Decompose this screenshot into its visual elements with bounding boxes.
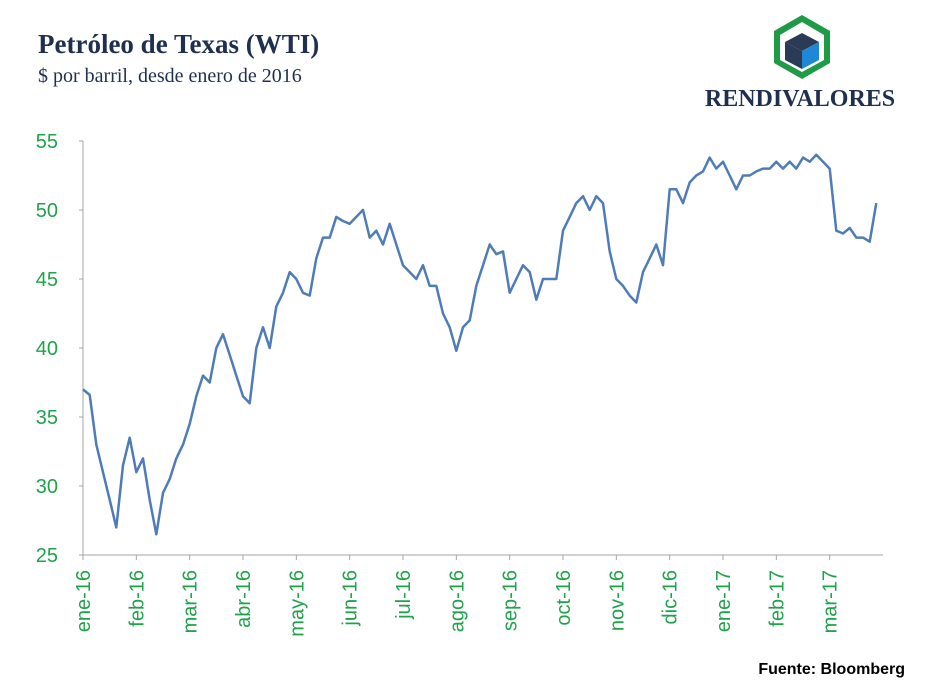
x-tick-label: ago-16 [446, 570, 468, 632]
x-tick-label: sep-16 [500, 570, 522, 631]
chart-subtitle: $ por barril, desde enero de 2016 [38, 65, 302, 87]
line [82, 153, 878, 536]
y-tick-label: 35 [36, 407, 58, 429]
x-tick-label: may-16 [286, 570, 308, 637]
x-tick-label: abr-16 [233, 570, 255, 628]
x-tick-label: oct-16 [553, 570, 575, 626]
y-tick-label: 40 [36, 338, 58, 360]
y-tick-label: 30 [36, 476, 58, 498]
chart-title: Petróleo de Texas (WTI) [38, 29, 319, 59]
x-tick-label: dic-16 [660, 570, 682, 624]
x-tick-label: ene-16 [73, 570, 95, 632]
x-tick-label: feb-16 [126, 570, 148, 627]
x-tick-label: ene-17 [713, 570, 735, 632]
y-tick-label: 25 [36, 545, 58, 567]
logo [774, 15, 830, 79]
x-tick-label: nov-16 [606, 570, 628, 631]
x-tick-label: mar-17 [820, 570, 842, 633]
x-tick-label: mar-16 [180, 570, 202, 633]
brand: RENDIVALORES [705, 86, 895, 112]
x-tick-label: jun-16 [340, 570, 362, 627]
x-tick-label: feb-17 [766, 570, 788, 627]
y-tick-label: 50 [36, 200, 58, 222]
x-tick-label: jul-16 [393, 570, 415, 620]
y-tick-label: 45 [36, 269, 58, 291]
source: Fuente: Bloomberg [758, 661, 905, 678]
y-tick-label: 55 [36, 131, 58, 153]
